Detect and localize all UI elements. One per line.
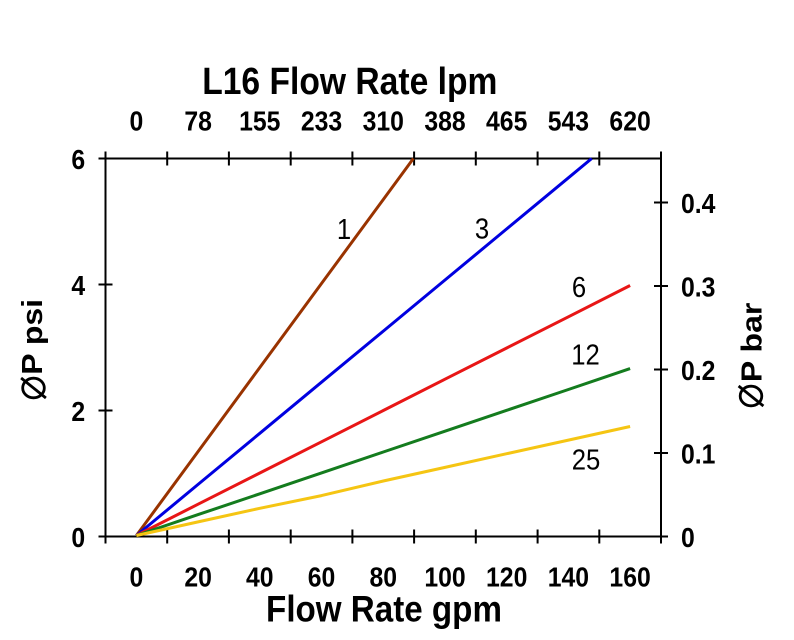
svg-text:310: 310 <box>363 105 404 137</box>
svg-text:0: 0 <box>71 522 85 554</box>
svg-text:140: 140 <box>548 561 589 593</box>
svg-text:25: 25 <box>572 443 601 476</box>
svg-text:6: 6 <box>71 144 85 176</box>
svg-text:388: 388 <box>424 105 465 137</box>
svg-text:155: 155 <box>239 105 280 137</box>
svg-text:0: 0 <box>130 105 144 137</box>
svg-text:3: 3 <box>475 212 489 245</box>
svg-text:Flow Rate gpm: Flow Rate gpm <box>266 588 502 630</box>
svg-text:160: 160 <box>609 561 650 593</box>
svg-text:20: 20 <box>184 561 212 593</box>
svg-text:6: 6 <box>572 271 586 304</box>
svg-text:L16 Flow Rate lpm: L16 Flow Rate lpm <box>202 60 497 102</box>
svg-text:0: 0 <box>130 561 144 593</box>
svg-text:P bar: P bar <box>737 302 768 382</box>
svg-text:100: 100 <box>424 561 465 593</box>
svg-text:60: 60 <box>308 561 336 593</box>
svg-text:4: 4 <box>71 270 85 302</box>
svg-text:1: 1 <box>337 213 351 246</box>
svg-text:0.1: 0.1 <box>681 438 715 470</box>
svg-text:2: 2 <box>71 396 85 428</box>
svg-text:12: 12 <box>571 338 600 371</box>
svg-text:P psi: P psi <box>18 299 49 375</box>
svg-text:40: 40 <box>246 561 274 593</box>
svg-text:0.3: 0.3 <box>681 271 715 303</box>
svg-text:465: 465 <box>486 105 527 137</box>
svg-text:0.4: 0.4 <box>681 188 716 220</box>
svg-text:78: 78 <box>184 105 212 137</box>
svg-text:620: 620 <box>609 105 650 137</box>
svg-text:233: 233 <box>301 105 342 137</box>
svg-text:543: 543 <box>548 105 589 137</box>
svg-text:0.2: 0.2 <box>681 355 715 387</box>
svg-text:0: 0 <box>681 522 695 554</box>
svg-text:120: 120 <box>486 561 527 593</box>
svg-text:80: 80 <box>370 561 398 593</box>
